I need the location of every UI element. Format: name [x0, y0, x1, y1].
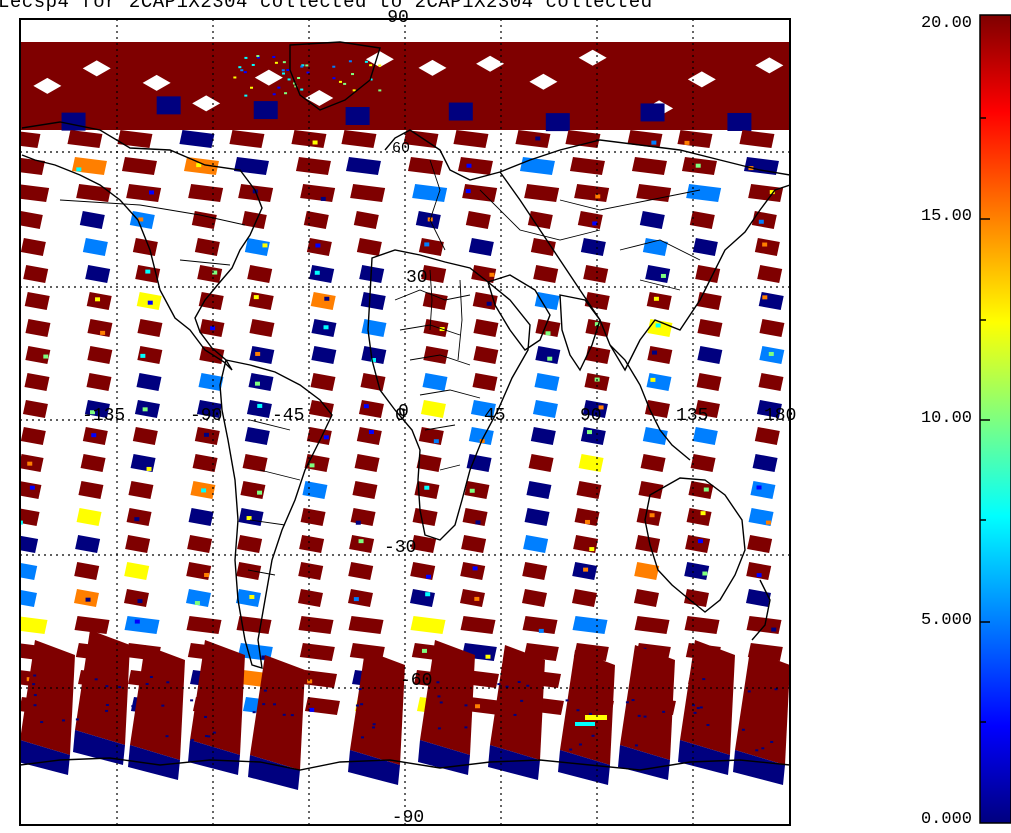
colorbar — [979, 14, 1011, 824]
lat-label-30: 30 — [406, 268, 428, 288]
colorbar-tick-5: 5.000 — [920, 611, 972, 630]
lat-label-bottom: -90 — [392, 808, 424, 828]
swath-data-layer — [20, 42, 790, 790]
coastline-greenland — [289, 41, 381, 111]
colorbar-tick-15: 15.00 — [920, 207, 972, 226]
lon-label-180: 180 — [764, 406, 796, 426]
country-borders-africa — [394, 269, 481, 471]
lat-label-minus-30: -30 — [384, 538, 416, 558]
coastline-india — [559, 294, 601, 372]
colorbar-tick-0: 0.000 — [920, 810, 972, 829]
lon-label-45: 45 — [484, 406, 506, 426]
coastline-southeast-asia — [609, 344, 691, 461]
coastline-antarctica — [20, 757, 790, 771]
colorbar-tick-20: 20.00 — [920, 14, 972, 33]
coastline-asia — [499, 171, 790, 372]
coastline-africa — [367, 249, 531, 541]
colorbar-tick-10: 10.00 — [920, 409, 972, 428]
lon-label-minus-45: -45 — [272, 406, 304, 426]
coastline-arabia — [487, 274, 551, 351]
lon-label-90: 90 — [580, 406, 602, 426]
coastline-north-america — [21, 121, 263, 371]
coastline-new-zealand — [751, 579, 771, 641]
lat-label-60: 60 — [392, 140, 410, 157]
country-borders-americas — [59, 199, 301, 576]
lon-label-minus-90: -90 — [190, 406, 222, 426]
coastline-south-america — [219, 359, 333, 669]
country-borders-eurasia — [429, 159, 701, 291]
map-frame — [19, 18, 791, 826]
lat-label-0: 0 — [398, 402, 409, 422]
lon-label-135: 135 — [676, 406, 708, 426]
coastline-australia — [644, 477, 746, 613]
lon-label-0: 0 — [395, 406, 406, 426]
lon-label-minus-135: -135 — [82, 406, 125, 426]
map-title: Lecsp4 for 2CAP1X2304 collected to 2CAP1… — [0, 0, 653, 13]
coastline-europe — [384, 129, 790, 181]
lat-label-top: 90 — [387, 8, 409, 28]
graticule — [20, 19, 790, 825]
coastlines — [20, 41, 790, 771]
lat-label-minus-60: -60 — [400, 671, 432, 691]
